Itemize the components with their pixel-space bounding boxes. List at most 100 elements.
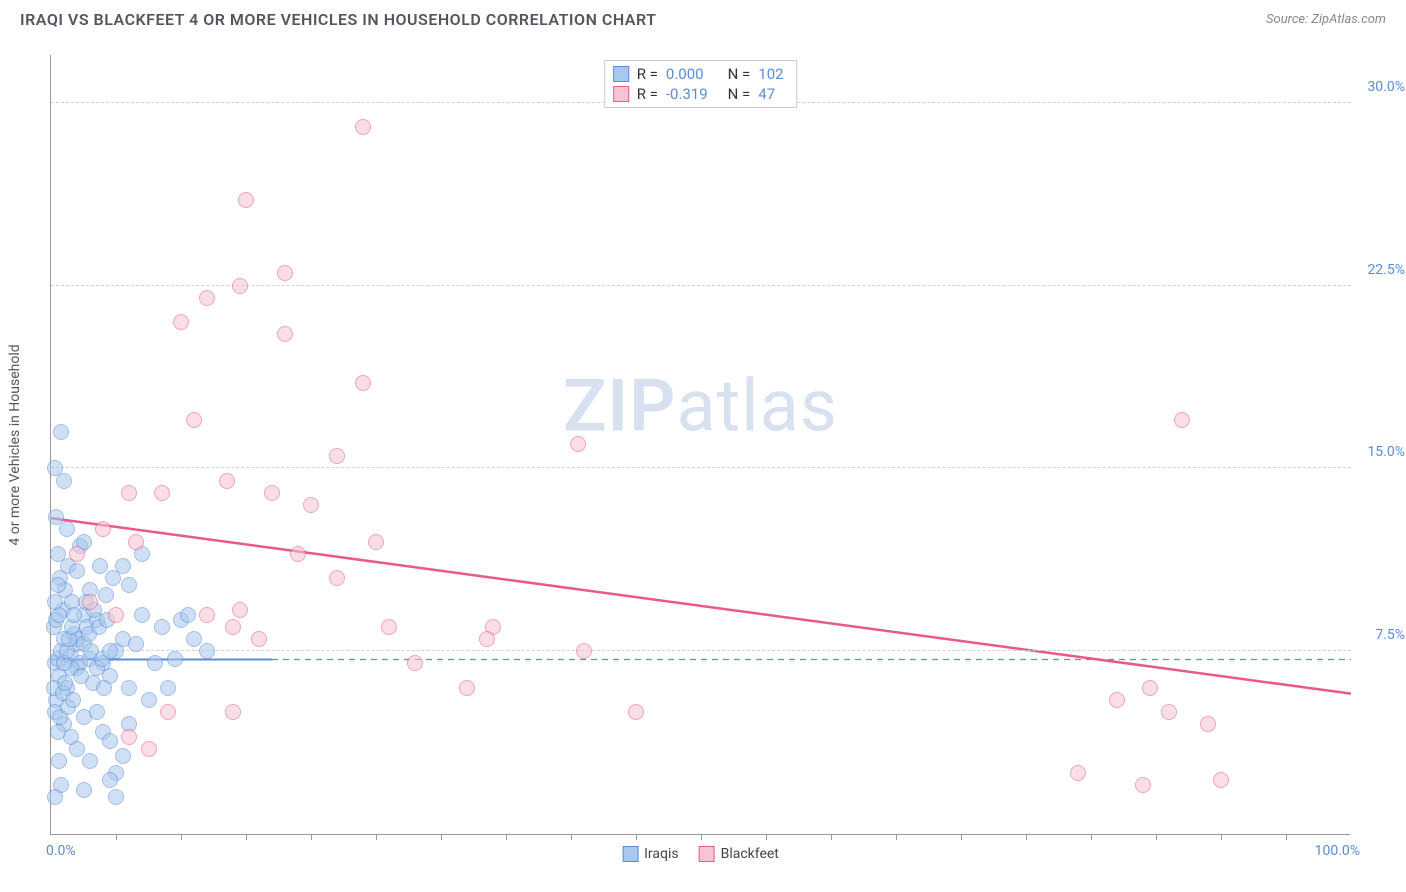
data-point [128, 636, 144, 652]
data-point [65, 692, 81, 708]
y-tick-label: 30.0% [1355, 79, 1405, 95]
data-point [1213, 772, 1229, 788]
data-point [48, 509, 64, 525]
x-axis-min-label: 0.0% [46, 843, 76, 859]
stats-n-value: 102 [758, 65, 788, 83]
data-point [225, 704, 241, 720]
data-point [628, 704, 644, 720]
data-point [167, 651, 183, 667]
data-point [199, 290, 215, 306]
stats-n-label: N = [724, 65, 750, 83]
stats-r-label: R = [637, 65, 658, 83]
legend-label: Iraqis [644, 846, 678, 862]
data-point [47, 460, 63, 476]
data-point [160, 680, 176, 696]
data-point [66, 607, 82, 623]
gridline-h [51, 650, 1351, 651]
data-point [173, 314, 189, 330]
footer-legend: Iraqis Blackfeet [622, 846, 779, 862]
data-point [96, 680, 112, 696]
data-point [219, 473, 235, 489]
data-point [82, 753, 98, 769]
data-point [121, 577, 137, 593]
x-tick-mark [116, 834, 117, 840]
x-tick-mark [831, 834, 832, 840]
data-point [98, 587, 114, 603]
data-point [576, 643, 592, 659]
x-tick-mark [1156, 834, 1157, 840]
data-point [141, 692, 157, 708]
chart-source: Source: ZipAtlas.com [1266, 12, 1386, 27]
data-point [89, 704, 105, 720]
data-point [290, 546, 306, 562]
y-axis-label: 4 or more Vehicles in Household [7, 344, 23, 545]
x-tick-mark [961, 834, 962, 840]
data-point [53, 424, 69, 440]
stats-r-value: 0.000 [666, 65, 716, 83]
watermark-atlas: atlas [676, 363, 838, 448]
chart-title: IRAQI VS BLACKFEET 4 OR MORE VEHICLES IN… [20, 10, 656, 29]
watermark: ZIPatlas [563, 363, 838, 448]
data-point [355, 375, 371, 391]
data-point [92, 558, 108, 574]
data-point [303, 497, 319, 513]
data-point [147, 655, 163, 671]
x-tick-mark [441, 834, 442, 840]
data-point [154, 619, 170, 635]
data-point [51, 753, 67, 769]
data-point [50, 546, 66, 562]
data-point [69, 546, 85, 562]
legend-label: Blackfeet [721, 846, 779, 862]
data-point [1200, 716, 1216, 732]
stats-r-label: R = [637, 85, 658, 103]
stats-row: R = 0.000 N = 102 [613, 64, 789, 84]
data-point [264, 485, 280, 501]
stats-legend-box: R = 0.000 N = 102R = -0.319 N = 47 [604, 60, 798, 108]
data-point [50, 724, 66, 740]
stats-n-label: N = [724, 85, 750, 103]
legend-item: Blackfeet [699, 846, 779, 862]
data-point [251, 631, 267, 647]
data-point [50, 577, 66, 593]
data-point [570, 436, 586, 452]
legend-item: Iraqis [622, 846, 678, 862]
x-tick-mark [636, 834, 637, 840]
x-tick-mark [1286, 834, 1287, 840]
data-point [1161, 704, 1177, 720]
x-tick-mark [181, 834, 182, 840]
data-point [355, 119, 371, 135]
y-tick-label: 22.5% [1355, 262, 1405, 278]
x-tick-mark [571, 834, 572, 840]
legend-swatch [699, 846, 715, 862]
trend-lines-layer [51, 55, 1351, 835]
data-point [407, 655, 423, 671]
data-point [59, 521, 75, 537]
data-point [1142, 680, 1158, 696]
data-point [102, 643, 118, 659]
x-tick-mark [246, 834, 247, 840]
data-point [277, 265, 293, 281]
data-point [105, 570, 121, 586]
data-point [238, 192, 254, 208]
data-point [69, 563, 85, 579]
data-point [115, 748, 131, 764]
data-point [141, 741, 157, 757]
data-point [121, 485, 137, 501]
data-point [69, 741, 85, 757]
data-point [186, 412, 202, 428]
data-point [121, 680, 137, 696]
x-tick-mark [376, 834, 377, 840]
data-point [180, 607, 196, 623]
data-point [102, 772, 118, 788]
data-point [47, 789, 63, 805]
data-point [73, 668, 89, 684]
x-tick-mark [1026, 834, 1027, 840]
data-point [102, 733, 118, 749]
x-tick-mark [896, 834, 897, 840]
chart-frame: 4 or more Vehicles in Household ZIPatlas… [50, 55, 1386, 835]
data-point [225, 619, 241, 635]
data-point [1135, 777, 1151, 793]
x-axis-max-label: 100.0% [1315, 843, 1360, 859]
data-point [108, 789, 124, 805]
data-point [134, 607, 150, 623]
